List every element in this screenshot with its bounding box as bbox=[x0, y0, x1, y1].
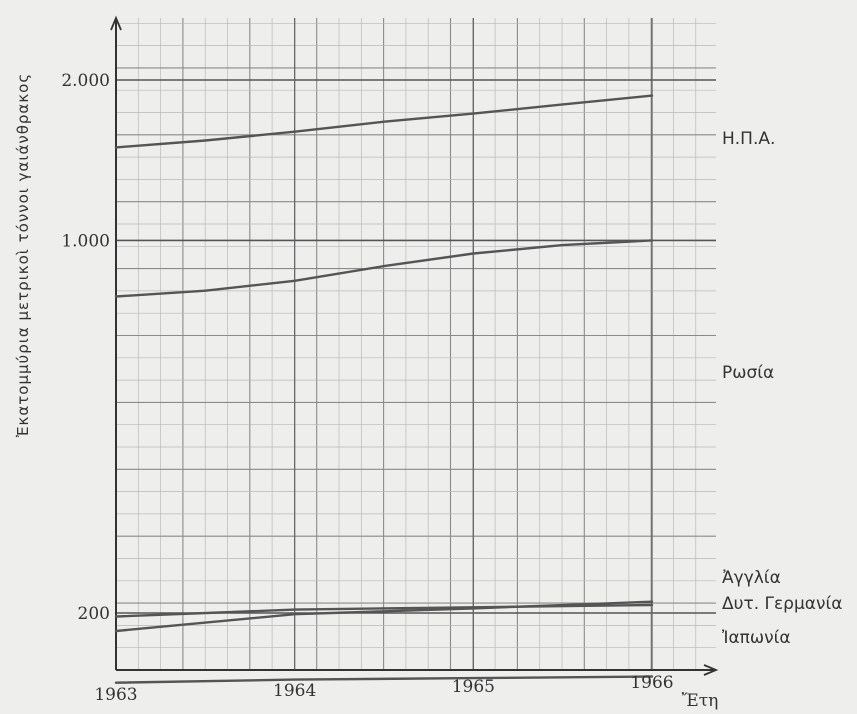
series-label: Ἰαπωνία bbox=[722, 628, 791, 648]
series-lines bbox=[114, 94, 654, 684]
y-axis-arrow bbox=[110, 15, 122, 31]
series-label: Δυτ. Γερμανία bbox=[722, 594, 842, 614]
y-tick-label: 2.000 bbox=[61, 71, 110, 91]
x-tick-label: 1966 bbox=[630, 673, 673, 693]
x-tick-label: 1964 bbox=[273, 681, 316, 701]
labels: 200 1.000 2.000 1963 1964 1965 1966 Η.Π.Α. Ρωσία… bbox=[61, 71, 842, 705]
series-line bbox=[114, 675, 654, 684]
series-label: Ἀγγλία bbox=[722, 568, 781, 588]
x-tick-label: 1965 bbox=[452, 677, 495, 697]
y-tick-label: 1.000 bbox=[61, 231, 110, 251]
x-axis-arrow bbox=[703, 664, 719, 676]
x-tick-label: 1963 bbox=[94, 685, 137, 705]
axes bbox=[110, 15, 719, 676]
series-line bbox=[114, 94, 654, 149]
series-label: Ρωσία bbox=[722, 363, 774, 383]
y-tick-label: 200 bbox=[78, 604, 110, 624]
series-line bbox=[114, 239, 654, 298]
series-label: Η.Π.Α. bbox=[722, 129, 775, 149]
y-axis-title: Ἐκατομμύρια μετρικοὶ τόννοι γαιάνθρακος bbox=[14, 73, 32, 437]
x-axis-title: Ἔτη bbox=[682, 691, 719, 711]
series-line bbox=[114, 600, 654, 633]
